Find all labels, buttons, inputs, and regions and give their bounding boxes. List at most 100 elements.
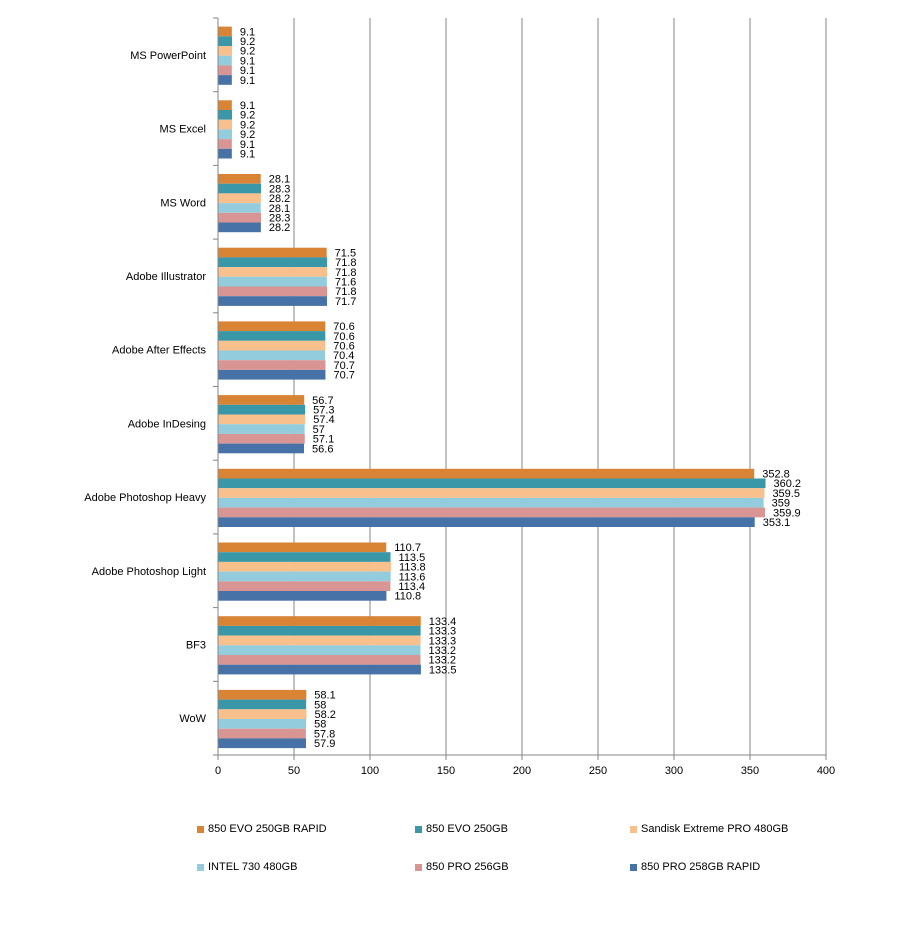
bar bbox=[218, 552, 391, 562]
bar bbox=[218, 738, 307, 749]
data-label: 71.8 bbox=[335, 257, 356, 269]
data-label: 57.9 bbox=[314, 738, 335, 750]
data-label: 57 bbox=[313, 424, 325, 436]
bar bbox=[218, 129, 232, 140]
bar bbox=[218, 517, 755, 527]
bar bbox=[218, 395, 305, 405]
bar bbox=[218, 433, 305, 444]
category-label: MS Excel bbox=[160, 124, 206, 136]
category-label: Adobe Illustrator bbox=[126, 271, 206, 283]
bar bbox=[218, 222, 261, 233]
data-label: 71.5 bbox=[335, 247, 356, 259]
bar bbox=[218, 478, 766, 489]
data-label: 57.1 bbox=[313, 434, 334, 446]
bar bbox=[218, 203, 261, 213]
bar bbox=[218, 119, 232, 130]
data-label: 28.1 bbox=[269, 203, 290, 215]
bar bbox=[218, 591, 387, 601]
bar bbox=[218, 655, 421, 665]
bar bbox=[218, 424, 305, 434]
data-label: 133.3 bbox=[429, 635, 457, 647]
data-label: 28.3 bbox=[269, 213, 290, 225]
data-label: 9.1 bbox=[240, 139, 255, 151]
bar bbox=[218, 276, 327, 287]
category-label: Adobe After Effects bbox=[112, 345, 206, 357]
data-label: 70.6 bbox=[333, 321, 354, 333]
data-label: 58.1 bbox=[314, 690, 335, 702]
data-label: 71.8 bbox=[335, 267, 356, 279]
bar bbox=[218, 645, 421, 655]
data-label: 352.8 bbox=[762, 469, 790, 481]
data-label: 71.8 bbox=[335, 286, 356, 298]
category-label: WoW bbox=[179, 713, 206, 725]
bar bbox=[218, 699, 307, 710]
bar bbox=[218, 174, 261, 184]
bar bbox=[218, 404, 306, 415]
bar bbox=[218, 212, 262, 223]
data-label: 70.7 bbox=[333, 360, 354, 372]
bar bbox=[218, 369, 326, 380]
bar bbox=[218, 331, 326, 341]
category-label: Adobe Photoshop Heavy bbox=[84, 492, 206, 504]
data-label: 133.5 bbox=[429, 664, 457, 676]
data-label: 110.7 bbox=[394, 542, 421, 554]
data-label: 359.9 bbox=[773, 507, 801, 519]
data-label: 9.2 bbox=[240, 110, 255, 122]
data-label: 57.4 bbox=[313, 414, 334, 426]
data-label: 9.1 bbox=[240, 100, 255, 112]
category-label: Adobe InDesing bbox=[128, 418, 206, 430]
bar bbox=[218, 625, 421, 636]
bar bbox=[218, 542, 387, 553]
bar bbox=[218, 561, 391, 572]
category-labels: MS PowerPoint MS Excel MS Word Adobe Illust… bbox=[84, 50, 206, 725]
x-tick-label: 50 bbox=[288, 765, 300, 777]
bar bbox=[218, 360, 326, 370]
data-label: 359 bbox=[772, 498, 790, 510]
data-label: 9.2 bbox=[240, 129, 255, 141]
data-label: 28.3 bbox=[269, 183, 290, 195]
data-label: 56.7 bbox=[312, 395, 333, 407]
data-label: 133.3 bbox=[429, 626, 457, 638]
bar bbox=[218, 340, 326, 351]
data-label: 110.8 bbox=[394, 591, 421, 603]
x-tick-label: 150 bbox=[437, 765, 455, 777]
bar bbox=[218, 507, 766, 518]
bar bbox=[218, 635, 421, 646]
data-label: 133.4 bbox=[429, 616, 457, 628]
data-label: 9.1 bbox=[240, 55, 255, 67]
category-label: Adobe Photoshop Light bbox=[92, 566, 206, 578]
data-label: 359.5 bbox=[772, 488, 800, 500]
data-label: 57.8 bbox=[314, 728, 335, 740]
data-label: 57.3 bbox=[313, 405, 334, 417]
bar bbox=[218, 581, 391, 591]
bar bbox=[218, 100, 232, 110]
axes bbox=[213, 17, 827, 760]
data-label: 71.7 bbox=[335, 296, 356, 308]
data-label: 9.1 bbox=[240, 65, 255, 77]
data-label: 133.2 bbox=[428, 645, 456, 657]
bar bbox=[218, 267, 328, 277]
data-label: 9.2 bbox=[240, 46, 255, 58]
bar bbox=[218, 709, 307, 719]
bar bbox=[218, 247, 327, 258]
data-label: 70.7 bbox=[333, 370, 354, 382]
bar bbox=[218, 497, 764, 508]
bar bbox=[218, 75, 232, 85]
data-label: 353.1 bbox=[763, 517, 791, 529]
bar bbox=[218, 468, 755, 479]
data-label: 113.6 bbox=[399, 571, 426, 583]
data-label: 133.2 bbox=[428, 655, 456, 667]
data-label: 9.1 bbox=[240, 26, 255, 38]
bar bbox=[218, 257, 328, 268]
bar bbox=[218, 55, 232, 66]
category-label: MS PowerPoint bbox=[130, 50, 206, 62]
bar bbox=[218, 414, 306, 425]
data-label: 9.1 bbox=[240, 75, 255, 87]
x-tick-label: 0 bbox=[215, 765, 221, 777]
bar bbox=[218, 443, 305, 454]
data-label: 70.4 bbox=[333, 350, 354, 362]
x-tick-label: 400 bbox=[817, 765, 835, 777]
bar bbox=[218, 36, 232, 46]
bar bbox=[218, 296, 327, 306]
